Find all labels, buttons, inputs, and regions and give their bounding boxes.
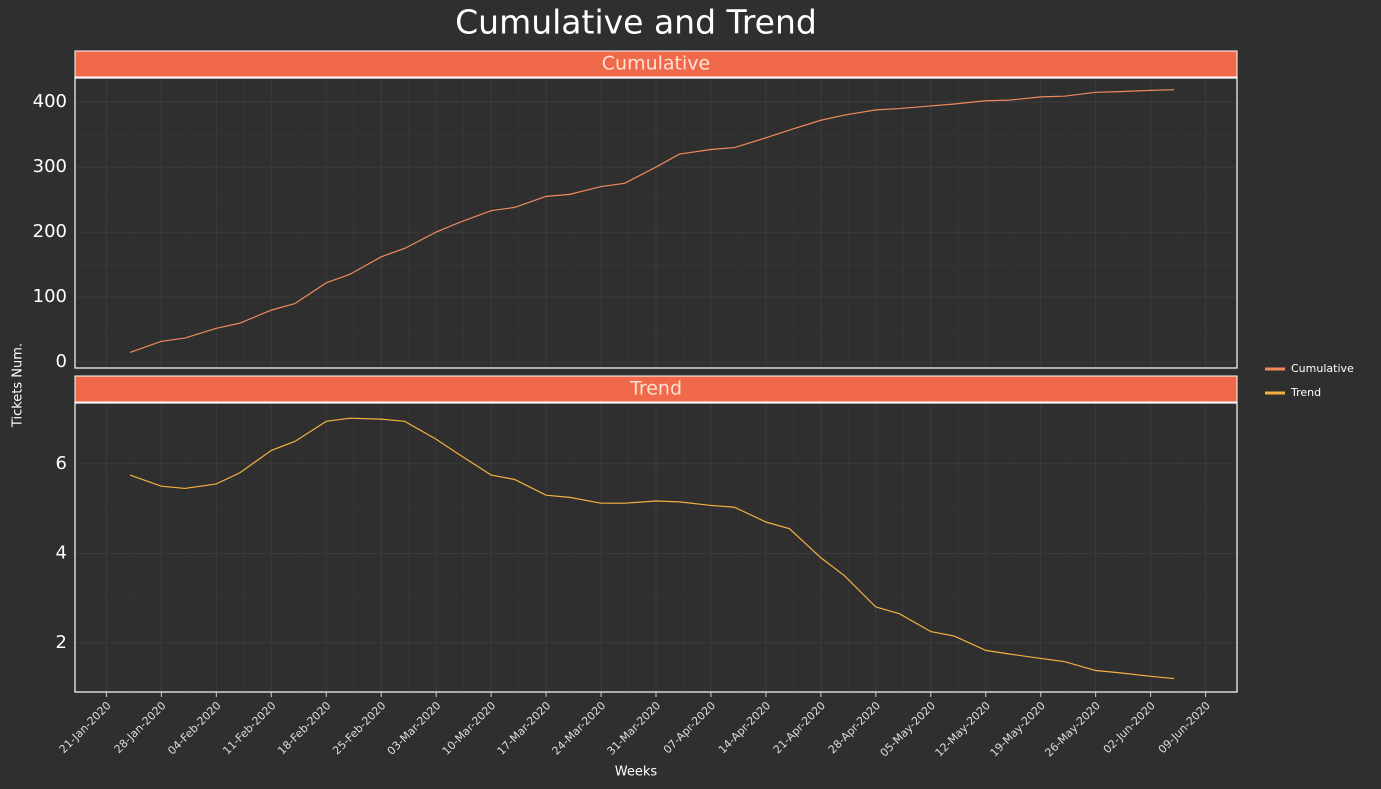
x-axis-label: Weeks (615, 765, 658, 780)
x-tick-label: 04-Feb-2020 (165, 699, 223, 757)
x-tick-label: 05-May-2020 (878, 699, 938, 759)
legend-label: Cumulative (1291, 362, 1354, 375)
y-tick-label: 400 (33, 91, 67, 112)
x-tick-label: 03-Mar-2020 (385, 699, 444, 758)
x-tick-label: 31-Mar-2020 (605, 699, 664, 758)
chart-title: Cumulative and Trend (455, 3, 817, 42)
x-tick-label: 28-Apr-2020 (826, 699, 883, 756)
x-tick-label: 21-Apr-2020 (771, 699, 828, 756)
strip-title: Trend (629, 378, 682, 400)
x-tick-label: 25-Feb-2020 (330, 699, 388, 757)
x-tick-label: 07-Apr-2020 (661, 699, 718, 756)
x-tick-label: 21-Jan-2020 (57, 699, 114, 756)
line (129, 417, 1175, 680)
strip (74, 50, 1238, 78)
y-tick-label: 300 (33, 156, 67, 177)
line (129, 89, 1175, 353)
legend-label: Trend (1290, 386, 1321, 399)
strip (74, 375, 1238, 403)
y-tick-label: 6 (56, 453, 67, 474)
x-tick-label: 18-Feb-2020 (275, 699, 333, 757)
y-tick-label: 2 (56, 632, 67, 653)
x-tick-label: 28-Jan-2020 (112, 699, 169, 756)
y-axis-label: Tickets Num. (11, 343, 26, 428)
x-tick-label: 19-May-2020 (988, 699, 1048, 759)
y-tick-label: 100 (33, 286, 67, 307)
x-tick-label: 14-Apr-2020 (716, 699, 773, 756)
x-tick-label: 02-Jun-2020 (1101, 699, 1158, 756)
x-tick-label: 11-Feb-2020 (220, 699, 278, 757)
x-tick-label: 12-May-2020 (933, 699, 993, 759)
plot-border (74, 77, 1238, 369)
y-tick-label: 200 (33, 221, 67, 242)
x-tick-label: 24-Mar-2020 (550, 699, 609, 758)
x-tick-label: 17-Mar-2020 (495, 699, 554, 758)
strip-title: Cumulative (602, 53, 710, 75)
x-tick-label: 26-May-2020 (1042, 699, 1102, 759)
y-tick-label: 0 (56, 351, 67, 372)
y-tick-label: 4 (56, 542, 67, 563)
x-tick-label: 09-Jun-2020 (1156, 699, 1213, 756)
x-tick-label: 10-Mar-2020 (440, 699, 499, 758)
